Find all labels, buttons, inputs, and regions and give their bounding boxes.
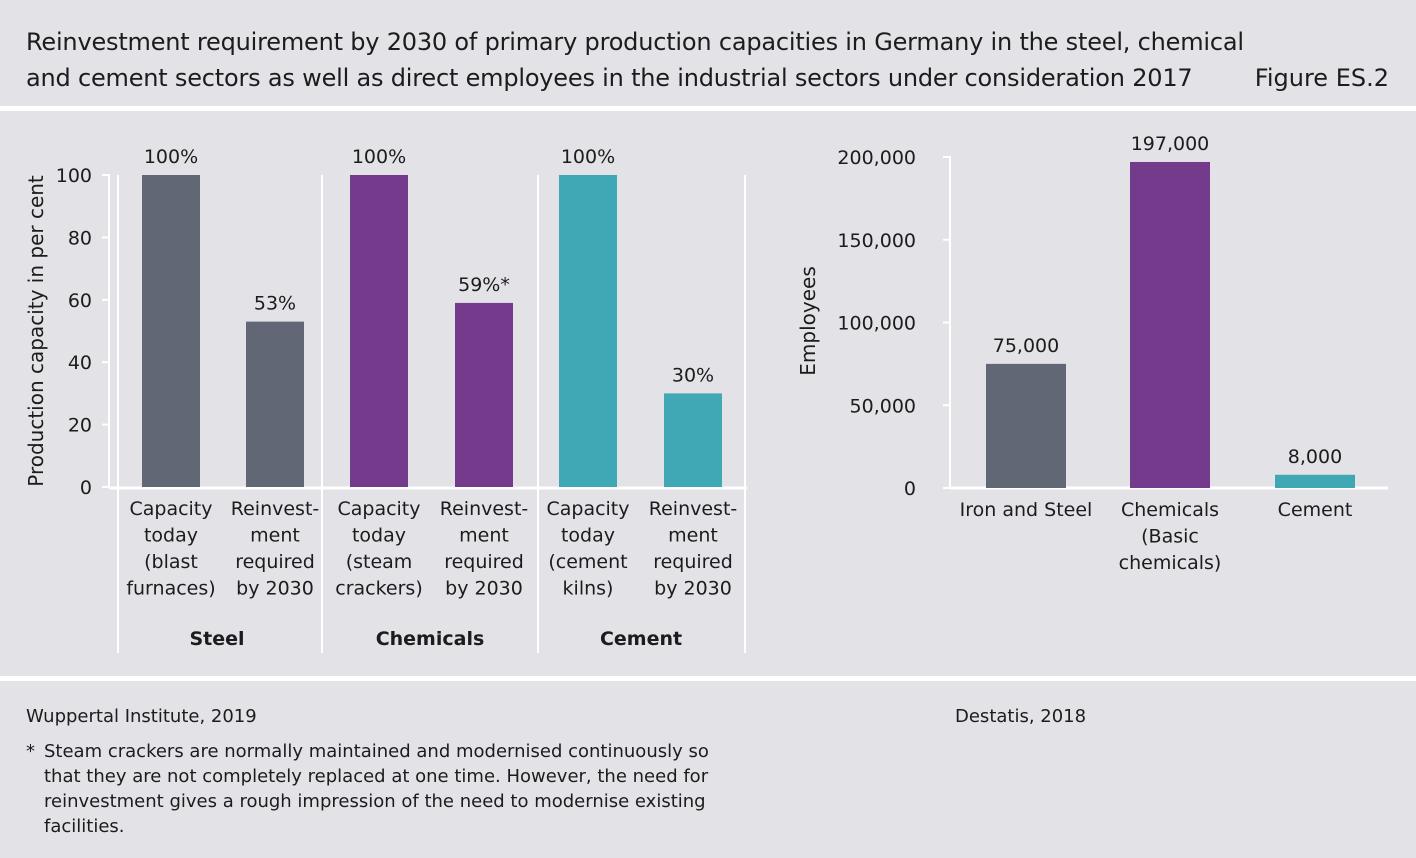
x-category-label: Iron and Steel (960, 499, 1093, 521)
bar-value-label: 75,000 (993, 335, 1059, 357)
x-category-label: Capacity (546, 498, 629, 520)
figure-label: Figure ES.2 (1254, 64, 1389, 92)
x-category-label: Cement (1278, 499, 1353, 521)
x-category-label: today (561, 525, 615, 547)
x-category-label: (cement (548, 551, 627, 573)
group-label-cement: Cement (600, 628, 682, 650)
x-category-label: by 2030 (445, 578, 523, 600)
x-category-label: today (352, 525, 406, 547)
source-left: Wuppertal Institute, 2019 (26, 706, 257, 727)
x-category-label: crackers) (335, 578, 423, 600)
bar-cement-reinvestment-2030 (664, 393, 722, 487)
right-y-axis-label: Employees (796, 266, 820, 375)
right-y-tick-label: 0 (904, 478, 916, 500)
right-y-tick-label: 150,000 (837, 230, 916, 252)
x-category-label: ment (459, 525, 509, 547)
group-label-chemicals: Chemicals (376, 628, 485, 650)
bar-value-label: 8,000 (1288, 446, 1342, 468)
x-category-label: Reinvest- (231, 498, 320, 520)
left-y-tick-label: 80 (68, 227, 92, 249)
bar-chemicals-reinvestment-2030 (455, 302, 513, 487)
bar-steel-reinvestment-2030 (246, 321, 304, 487)
x-category-label: Reinvest- (440, 498, 529, 520)
figure-header: Reinvestment requirement by 2030 of prim… (0, 0, 1416, 106)
right-y-tick-label: 50,000 (850, 395, 916, 417)
top-divider (0, 106, 1416, 111)
x-category-label: furnaces) (126, 578, 215, 600)
left-y-tick-label: 60 (68, 290, 92, 312)
right-y-tick-label: 200,000 (837, 147, 916, 169)
x-category-label: (blast (144, 551, 198, 573)
left-y-tick-label: 40 (68, 352, 92, 374)
right-y-tick-label: 100,000 (837, 313, 916, 335)
left-y-axis-label: Production capacity in per cent (24, 175, 48, 487)
footnote-text: Steam crackers are normally maintained a… (44, 741, 709, 837)
x-category-label: kilns) (563, 578, 614, 600)
bar-chemicals-capacity-today (350, 175, 408, 487)
x-category-label: (steam (346, 551, 413, 573)
x-category-label: (Basic (1141, 526, 1199, 548)
bar-value-label: 100% (144, 146, 198, 168)
x-category-label: by 2030 (654, 578, 732, 600)
bottom-divider (0, 676, 1416, 681)
x-category-label: Capacity (129, 498, 212, 520)
bar-value-label: 30% (672, 364, 714, 386)
bar-employees-iron-and-steel (986, 363, 1066, 488)
bar-value-label: 100% (352, 146, 406, 168)
footnote: * Steam crackers are normally maintained… (26, 739, 746, 839)
left-y-tick-label: 20 (68, 415, 92, 437)
source-right: Destatis, 2018 (955, 706, 1087, 727)
group-label-steel: Steel (189, 628, 244, 650)
charts-area: 0 20 40 60 80 100 Production capacity in per c… (24, 133, 1388, 653)
x-category-label: Reinvest- (649, 498, 738, 520)
x-category-label: required (235, 551, 315, 573)
x-category-label: required (444, 551, 524, 573)
bar-value-label: 197,000 (1131, 133, 1210, 155)
bar-steel-capacity-today (142, 175, 200, 487)
bar-employees-cement (1275, 474, 1355, 488)
left-y-tick-label: 100 (56, 165, 92, 187)
x-category-label: Capacity (337, 498, 420, 520)
x-category-label: by 2030 (236, 578, 314, 600)
x-category-label: Chemicals (1121, 499, 1219, 521)
x-category-label: ment (668, 525, 718, 547)
bar-value-label: 53% (254, 293, 296, 315)
footnote-marker: * (26, 741, 35, 762)
x-category-label: chemicals) (1119, 552, 1222, 574)
left-y-tick-label: 0 (80, 477, 92, 499)
x-category-label: today (144, 525, 198, 547)
bar-value-label: 59%* (458, 274, 510, 296)
x-category-label: required (653, 551, 733, 573)
bar-cement-capacity-today (559, 175, 617, 487)
chart-title: Reinvestment requirement by 2030 of prim… (26, 28, 1244, 92)
bar-employees-chemicals (1130, 161, 1210, 488)
bar-value-label: 100% (561, 146, 615, 168)
x-category-label: ment (250, 525, 300, 547)
